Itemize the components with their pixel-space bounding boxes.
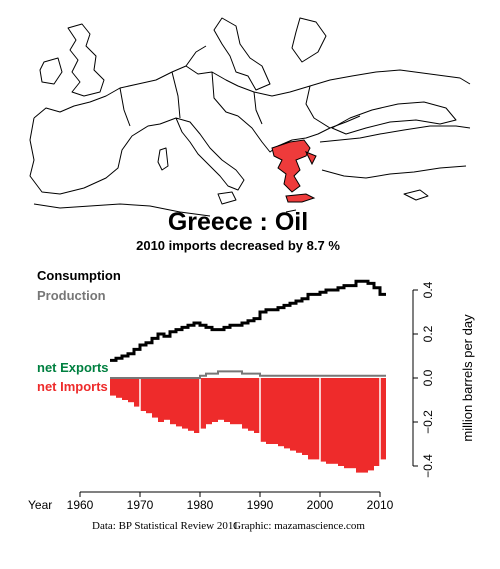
- net-imports-bar-1989: [254, 378, 260, 433]
- black-sea-coast: [331, 101, 457, 135]
- net-imports-bar-1969: [134, 378, 140, 407]
- legend-production: Production: [37, 288, 106, 303]
- greece-highlight-shape: [271, 139, 317, 203]
- consumption-line: [110, 279, 386, 362]
- net-imports-bar-1975: [170, 378, 176, 425]
- net-imports-bar-2000: [320, 378, 326, 462]
- net-imports-bar-1978: [188, 378, 194, 431]
- net-imports-bar-1976: [176, 378, 182, 427]
- production-line: [110, 370, 386, 379]
- legend-net-imports: net Imports: [37, 379, 108, 394]
- iberia-coast: [29, 117, 177, 195]
- y-tick-label-3: 0.2: [421, 325, 435, 342]
- net-imports-bar-1977: [182, 378, 188, 429]
- net-imports-bar-1988: [248, 378, 254, 431]
- net-imports-bar-1986: [236, 378, 242, 425]
- net-imports-bar-2003: [338, 378, 344, 466]
- footer-graphic: Graphic: mazamascience.com: [233, 520, 365, 532]
- net-imports-bar-1993: [278, 378, 284, 447]
- net-imports-bar-1984: [224, 378, 230, 422]
- chart-title: Greece : Oil: [168, 208, 308, 236]
- cyprus-coast: [403, 189, 429, 201]
- y-axis-label: million barrels per day: [460, 314, 475, 442]
- uk-coast: [67, 23, 105, 97]
- x-tick-label-1980: 1980: [187, 498, 214, 512]
- chart-subtitle: 2010 imports decreased by 8.7 %: [136, 238, 340, 253]
- net-imports-bar-1971: [146, 378, 152, 414]
- series-lines: [110, 279, 386, 379]
- net-imports-bar-1981: [206, 378, 212, 425]
- net-imports-bar-1966: [116, 378, 122, 398]
- net-imports-bar-1994: [284, 378, 290, 449]
- net-imports-bar-1980: [200, 378, 206, 429]
- x-axis-prefix-label: Year: [28, 498, 52, 512]
- y-tick-label-4: 0.4: [421, 281, 435, 298]
- north-africa-coast: [33, 203, 211, 217]
- europe-outline-map-icon: [29, 17, 471, 217]
- y-tick-label-2: 0.0: [421, 369, 435, 386]
- legend-consumption: Consumption: [37, 268, 121, 283]
- turkey-coast: [319, 125, 471, 179]
- net-imports-bar-2009: [374, 378, 380, 466]
- net-imports-bar-2005: [350, 378, 356, 469]
- x-axis: Year 1960 1970 1980 1990 2000 2010: [28, 491, 394, 512]
- net-imports-bar-2008: [368, 378, 374, 471]
- y-tick-label-1: −0.2: [421, 410, 435, 434]
- scandinavia-coast: [213, 17, 271, 91]
- x-tick-label-2000: 2000: [307, 498, 334, 512]
- y-axis: million barrels per day −0.4 −0.2 0.0 0.2 0.…: [412, 281, 475, 478]
- net-imports-bar-1999: [314, 378, 320, 460]
- italy-coast: [175, 117, 245, 191]
- net-imports-bar-1991: [266, 378, 272, 444]
- net-imports-bar-2006: [356, 378, 362, 473]
- sardinia-coast: [157, 147, 169, 171]
- net-imports-bar-1997: [302, 378, 308, 455]
- net-imports-bar-2004: [344, 378, 350, 469]
- net-imports-bar-1967: [122, 378, 128, 400]
- net-imports-bars: [110, 378, 386, 477]
- continent-coast: [33, 65, 471, 119]
- net-imports-bar-1972: [152, 378, 158, 418]
- x-tick-label-1990: 1990: [247, 498, 274, 512]
- net-imports-bar-1982: [212, 378, 218, 422]
- net-imports-bar-1968: [128, 378, 134, 403]
- net-imports-bar-1992: [272, 378, 278, 444]
- x-tick-label-1960: 1960: [67, 498, 94, 512]
- net-imports-bar-1987: [242, 378, 248, 429]
- crete-coast: [285, 209, 297, 213]
- net-imports-bar-1996: [296, 378, 302, 453]
- net-imports-bar-1970: [140, 378, 146, 411]
- net-imports-bar-2001: [326, 378, 332, 464]
- net-imports-bar-1974: [164, 378, 170, 420]
- net-imports-bar-1979: [194, 378, 200, 433]
- legend-net-exports: net Exports: [37, 360, 109, 375]
- y-tick-label-0: −0.4: [421, 454, 435, 478]
- footer-source: Data: BP Statistical Review 2011: [92, 520, 238, 532]
- net-imports-bar-1965: [110, 378, 116, 396]
- net-imports-bar-2002: [332, 378, 338, 464]
- net-imports-bar-1990: [260, 378, 266, 442]
- net-imports-bar-1973: [158, 378, 164, 422]
- net-imports-bar-1985: [230, 378, 236, 425]
- ireland-coast: [39, 57, 63, 85]
- net-imports-bar-2007: [362, 378, 368, 473]
- net-imports-bar-1998: [308, 378, 314, 460]
- x-tick-label-1970: 1970: [127, 498, 154, 512]
- net-imports-bar-2010: [380, 378, 386, 460]
- scandinavia-east: [291, 17, 327, 63]
- sicily-coast: [217, 191, 237, 205]
- net-imports-bar-1995: [290, 378, 296, 451]
- inner-borders: [119, 45, 331, 129]
- net-imports-bar-1983: [218, 378, 224, 420]
- x-tick-label-2010: 2010: [367, 498, 394, 512]
